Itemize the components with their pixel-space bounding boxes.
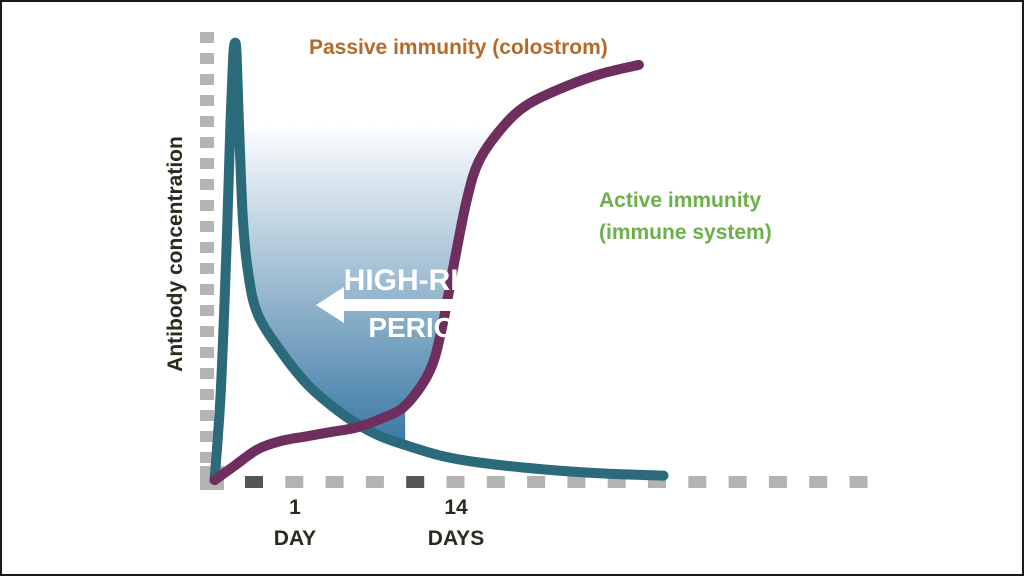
- y-axis-dash: [200, 158, 214, 169]
- x-axis-dash: [527, 476, 546, 488]
- x-axis-dash: [688, 476, 707, 488]
- y-axis-dash: [200, 431, 214, 442]
- x-axis-dash: [567, 476, 586, 488]
- y-axis-label: Antibody concentration: [164, 136, 187, 372]
- y-axis-dash: [200, 326, 214, 337]
- double-arrow-icon: [316, 287, 528, 323]
- y-axis-dash: [200, 53, 214, 64]
- y-axis-dash: [200, 347, 214, 358]
- series-label-passive: Passive immunity (colostrom): [309, 36, 608, 59]
- x-axis-tick-marker: [406, 476, 425, 488]
- x-axis-dash: [849, 476, 868, 488]
- x-axis-dash: [365, 476, 384, 488]
- x-axis-dash: [728, 476, 747, 488]
- x-tick-1-top: 1: [289, 496, 301, 519]
- y-axis-dash: [200, 305, 214, 316]
- y-axis-dash: [200, 179, 214, 190]
- x-axis-dash: [809, 476, 828, 488]
- y-axis: [200, 32, 224, 490]
- y-axis-dash: [200, 221, 214, 232]
- y-axis-dash: [200, 137, 214, 148]
- series-line-passive: [209, 37, 669, 485]
- y-axis-dash: [200, 74, 214, 85]
- annotation-line2: PERIOD: [368, 312, 475, 343]
- y-axis-dash: [200, 368, 214, 379]
- x-axis-tick-marker: [245, 476, 263, 488]
- series-label-active-line1: Active immunity: [599, 189, 762, 212]
- x-axis-dash: [285, 476, 304, 488]
- x-axis-dash: [486, 476, 505, 488]
- y-axis-dash: [200, 116, 214, 127]
- y-axis-dash: [200, 284, 214, 295]
- series-label-active: Active immunity (immune system): [599, 189, 772, 244]
- y-axis-dash: [200, 32, 214, 43]
- x-tick-1-bottom: DAY: [274, 527, 316, 550]
- y-axis-dash: [200, 389, 214, 400]
- series-line-active: [209, 59, 644, 485]
- x-axis-dash: [768, 476, 787, 488]
- x-tick-14-top: 14: [444, 496, 468, 519]
- y-axis-dash: [200, 452, 214, 463]
- x-tick-14-bottom: DAYS: [428, 527, 484, 550]
- y-axis-dash: [200, 242, 214, 253]
- x-axis: [245, 476, 868, 488]
- y-axis-dash: [200, 200, 214, 211]
- y-axis-dash: [200, 95, 214, 106]
- series-label-active-line2: (immune system): [599, 221, 772, 244]
- annotation-line1: HIGH-RISK: [344, 264, 501, 297]
- y-axis-dash: [200, 263, 214, 274]
- high-risk-region: [242, 122, 504, 445]
- y-axis-dash: [200, 410, 214, 421]
- x-axis-dash: [325, 476, 344, 488]
- x-axis-dash: [446, 476, 465, 488]
- fluid-wave-edge: [240, 114, 527, 129]
